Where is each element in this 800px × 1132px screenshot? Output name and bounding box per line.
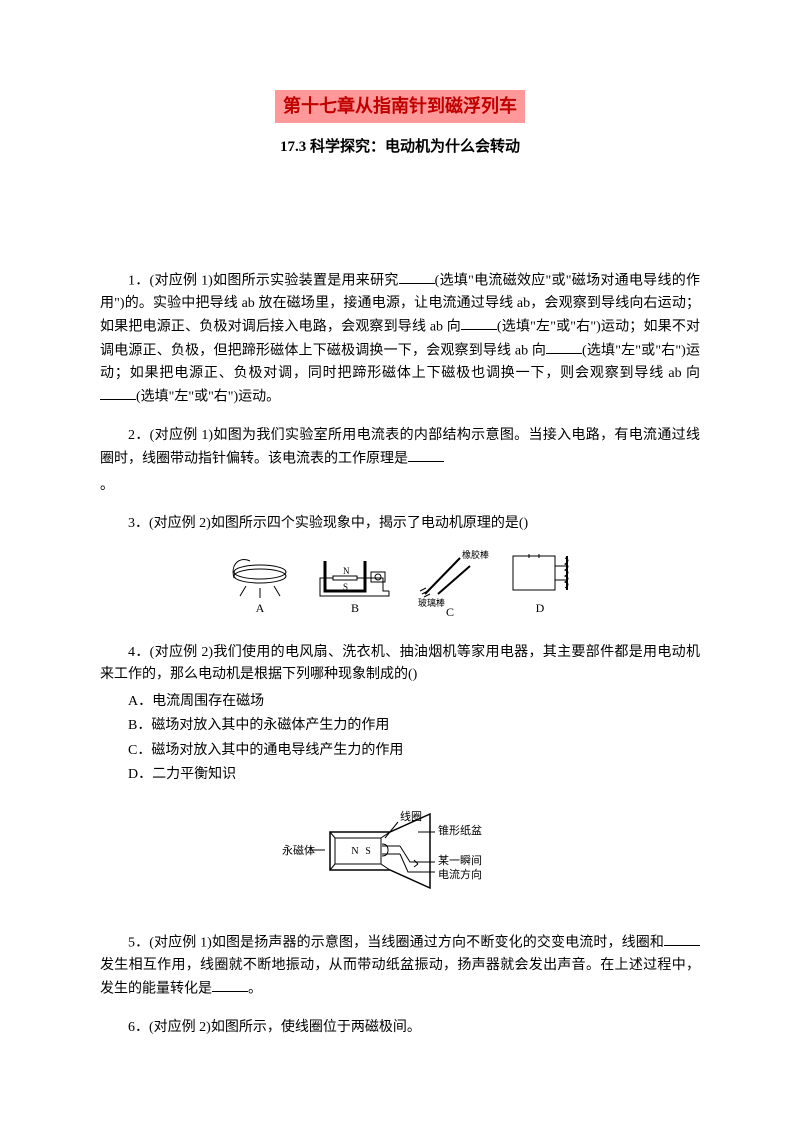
experiment-d-icon: D bbox=[513, 554, 568, 615]
q5-figure: N S 线圈 锥形纸盆 永磁体 某一瞬间 电流方向 bbox=[100, 802, 700, 920]
svg-text:某一瞬间: 某一瞬间 bbox=[438, 854, 482, 867]
svg-text:S: S bbox=[343, 582, 348, 592]
svg-text:玻璃棒: 玻璃棒 bbox=[418, 597, 445, 608]
blank bbox=[461, 315, 497, 330]
svg-text:A: A bbox=[256, 601, 265, 615]
question-1: 1．(对应例 1)如图所示实验装置是用来研究(选填"电流磁效应"或"磁场对通电导… bbox=[100, 269, 700, 409]
blank bbox=[408, 447, 444, 462]
chapter-title-wrap: 第十七章从指南针到磁浮列车 bbox=[100, 90, 700, 135]
q1-text-5: (选填"左"或"右")运动。 bbox=[136, 389, 280, 404]
q5-text-2: 发生相互作用，线圈就不断地振动，从而带动纸盆振动，扬声器就会发出声音。在上述过程… bbox=[100, 958, 700, 997]
blank bbox=[399, 269, 435, 284]
question-3: 3．(对应例 2)如图所示四个实验现象中，揭示了电动机原理的是() A N S … bbox=[100, 513, 700, 626]
svg-text:锥形纸盆: 锥形纸盆 bbox=[438, 823, 482, 837]
blank bbox=[100, 385, 136, 400]
q4-text-1: 4．(对应例 2)我们使用的电风扇、洗衣机、抽油烟机等家用电器，其主要部件都是用… bbox=[100, 642, 700, 687]
question-4: 4．(对应例 2)我们使用的电风扇、洗衣机、抽油烟机等家用电器，其主要部件都是用… bbox=[100, 642, 700, 786]
experiment-a-icon: A bbox=[233, 559, 286, 614]
q1-text-1: 1．(对应例 1)如图所示实验装置是用来研究 bbox=[128, 273, 399, 288]
q5-text-3: 。 bbox=[248, 981, 262, 996]
q5-text-1: 5．(对应例 1)如图是扬声器的示意图，当线圈通过方向不断变化的交变电流时，线圈… bbox=[128, 935, 664, 950]
svg-text:B: B bbox=[351, 601, 359, 615]
question-2: 2．(对应例 1)如图为我们实验室所用电流表的内部结构示意图。当接入电路，有电流… bbox=[100, 425, 700, 498]
blank bbox=[664, 931, 700, 946]
blank bbox=[212, 977, 248, 992]
q3-figure: A N S B 橡胶棒 玻璃棒 C bbox=[100, 546, 700, 626]
blank bbox=[546, 339, 582, 354]
q3-text-1: 3．(对应例 2)如图所示四个实验现象中，揭示了电动机原理的是() bbox=[100, 513, 700, 535]
option-c: C．磁场对放入其中的通电导线产生力的作用 bbox=[128, 740, 700, 762]
option-b: B．磁场对放入其中的永磁体产生力的作用 bbox=[128, 715, 700, 737]
svg-text:N: N bbox=[351, 846, 358, 857]
svg-text:橡胶棒: 橡胶棒 bbox=[462, 549, 489, 560]
q6-text-1: 6．(对应例 2)如图所示，使线圈位于两磁极间。 bbox=[100, 1017, 700, 1039]
question-6: 6．(对应例 2)如图所示，使线圈位于两磁极间。 bbox=[100, 1017, 700, 1039]
q2-text-1: 2．(对应例 1)如图为我们实验室所用电流表的内部结构示意图。当接入电路，有电流… bbox=[100, 428, 700, 467]
experiment-b-icon: N S B bbox=[320, 561, 389, 615]
q2-text-2: 。 bbox=[100, 478, 114, 493]
svg-text:C: C bbox=[446, 605, 454, 618]
option-d: D．二力平衡知识 bbox=[128, 764, 700, 786]
chapter-title: 第十七章从指南针到磁浮列车 bbox=[275, 90, 525, 123]
svg-text:S: S bbox=[365, 846, 371, 857]
svg-text:永磁体: 永磁体 bbox=[282, 843, 315, 857]
svg-text:电流方向: 电流方向 bbox=[438, 867, 482, 881]
svg-text:线圈: 线圈 bbox=[400, 809, 422, 823]
svg-text:D: D bbox=[536, 601, 545, 615]
question-5: 5．(对应例 1)如图是扬声器的示意图，当线圈通过方向不断变化的交变电流时，线圈… bbox=[100, 931, 700, 1001]
option-a: A．电流周围存在磁场 bbox=[128, 691, 700, 713]
section-subtitle: 17.3 科学探究：电动机为什么会转动 bbox=[100, 135, 700, 159]
experiment-c-icon: 橡胶棒 玻璃棒 C bbox=[418, 549, 489, 618]
svg-text:N: N bbox=[343, 566, 350, 576]
